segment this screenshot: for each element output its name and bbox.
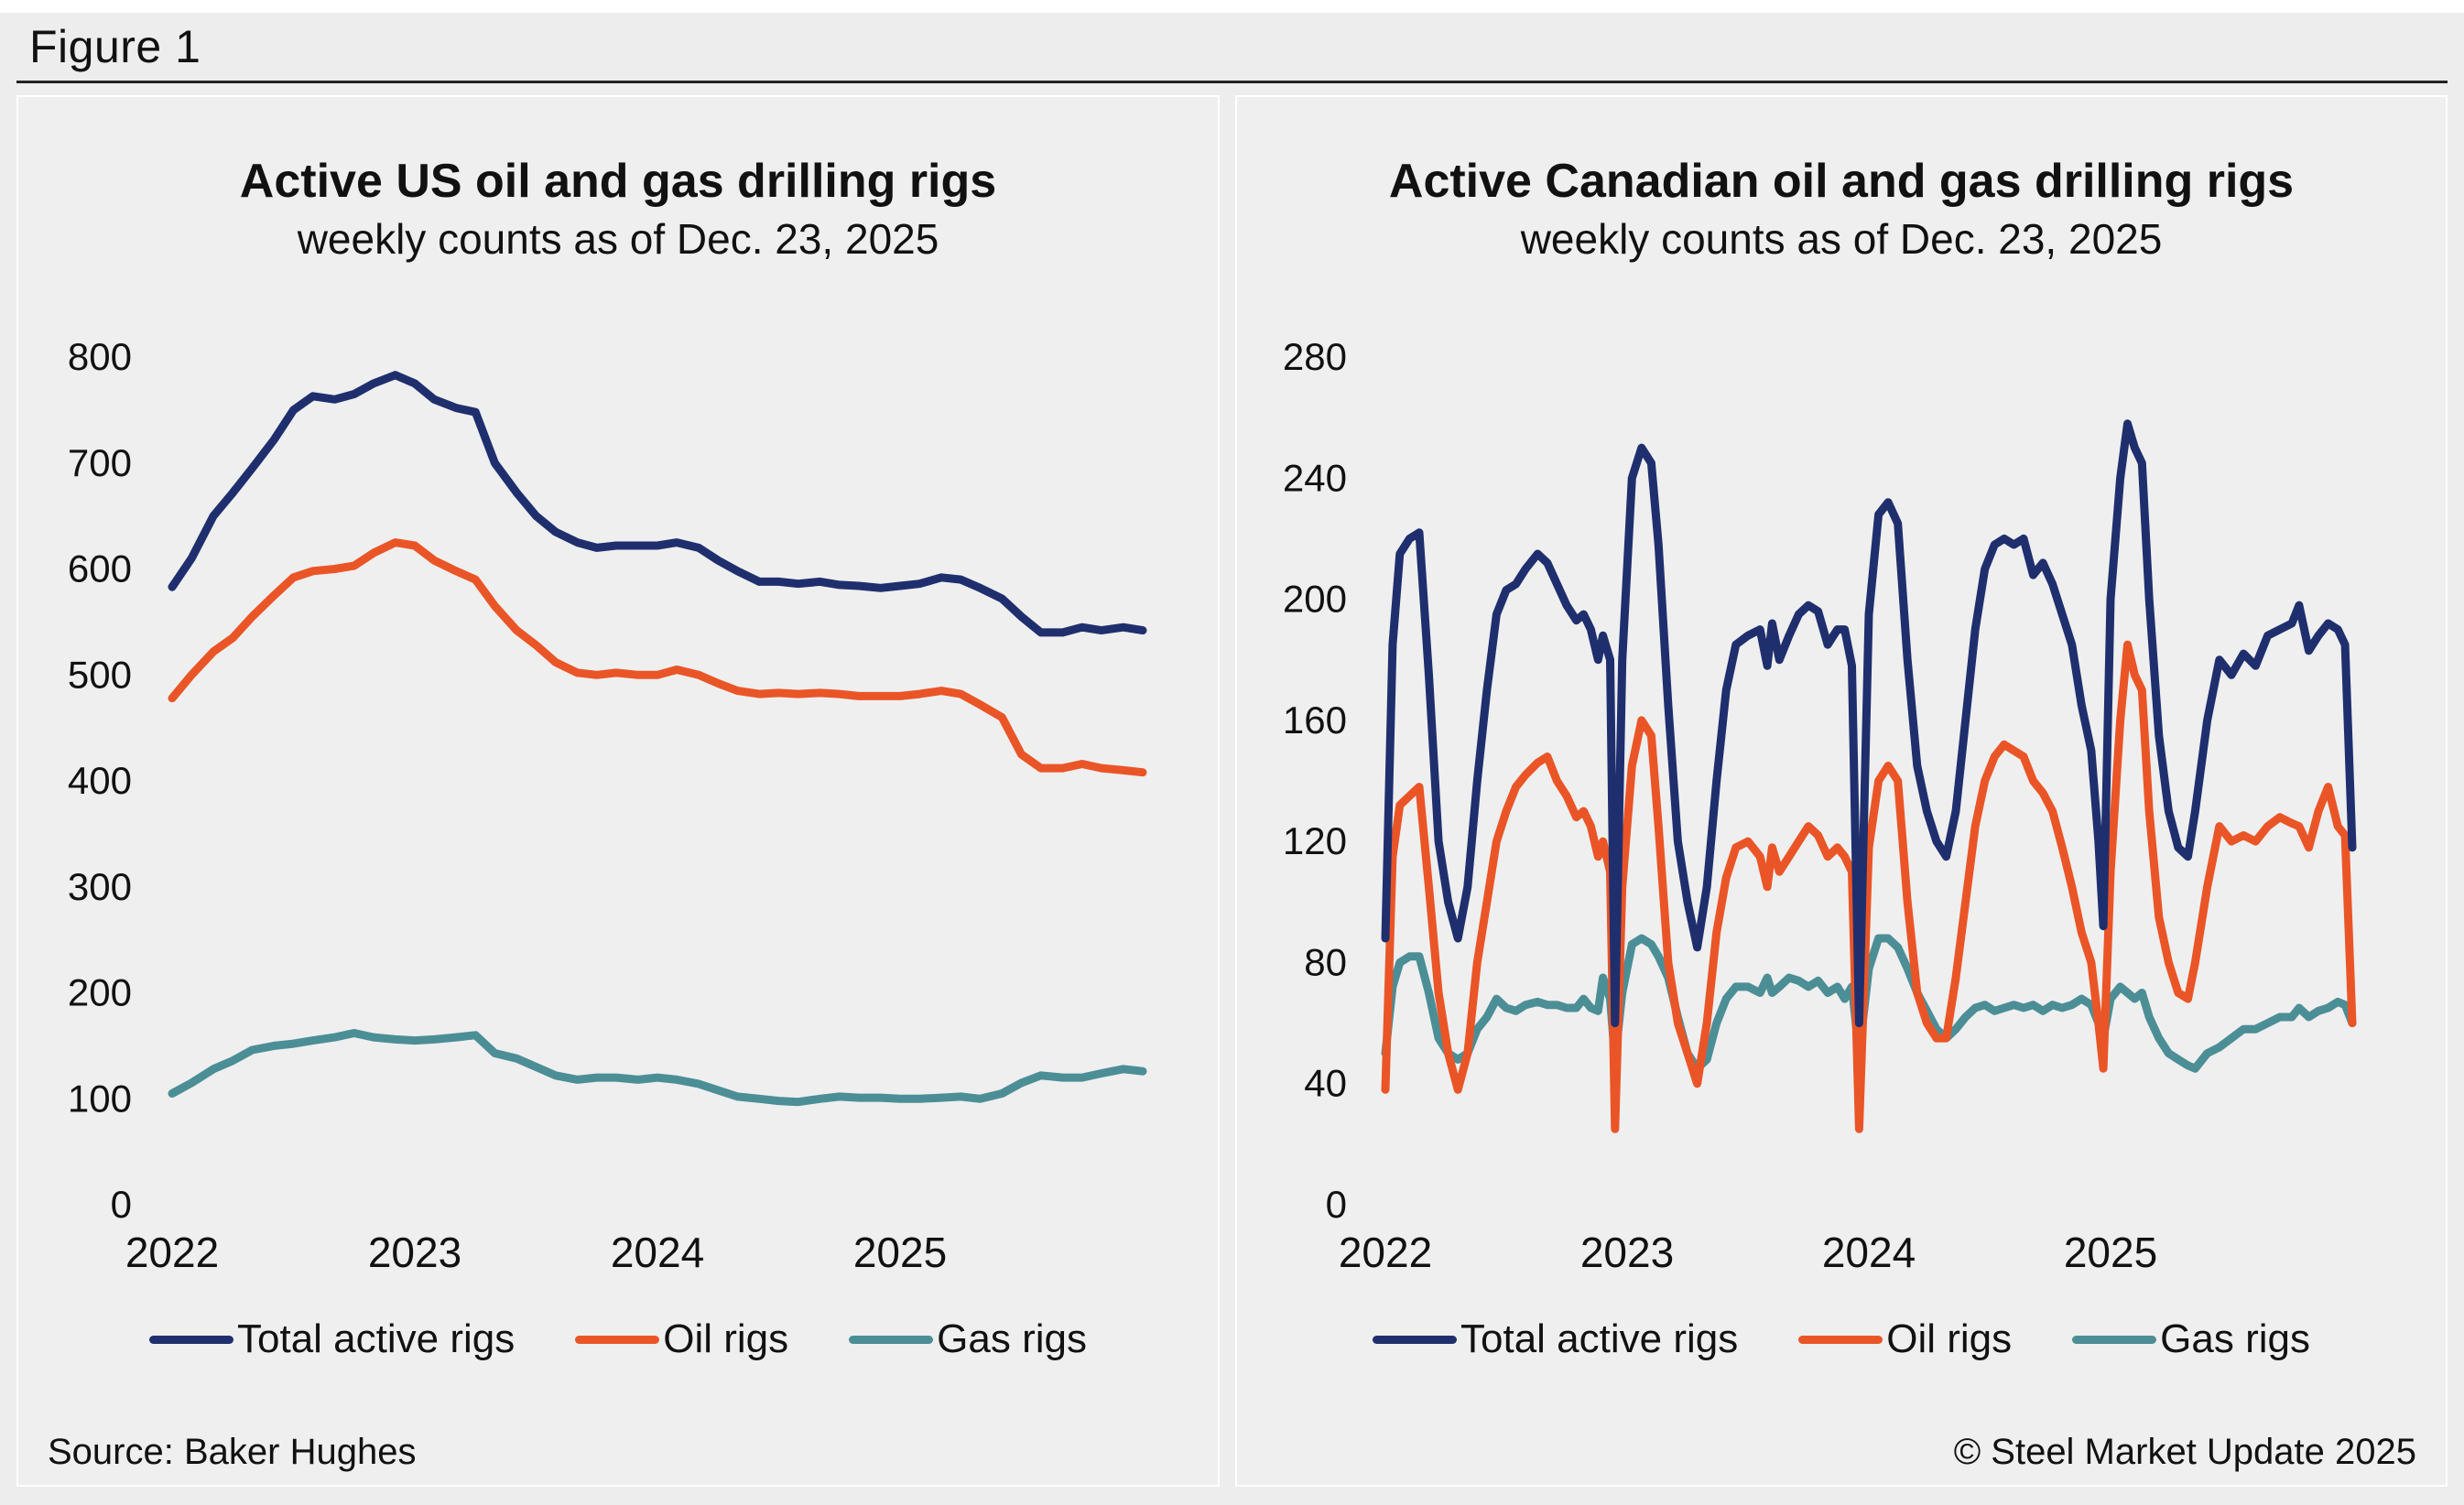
y-tick-label: 300 <box>68 865 132 908</box>
canada-rigs-panel: 0 40 80 120 160 200 240 280 2022 2023 2024 2025 Act… <box>1235 95 2448 1487</box>
x-tick-label: 2025 <box>853 1229 947 1276</box>
y-tick-label: 400 <box>68 759 132 802</box>
legend-label: Total active rigs <box>1460 1316 1739 1361</box>
y-tick-label: 80 <box>1304 940 1347 983</box>
legend-swatch <box>2072 1335 2157 1344</box>
y-tick-label: 240 <box>1283 456 1347 499</box>
chart-title: Active US oil and gas drilling rigs <box>239 155 997 208</box>
y-tick-label: 120 <box>1283 819 1347 862</box>
y-tick-label: 200 <box>68 971 132 1014</box>
legend-item: Oil rigs <box>575 1316 788 1362</box>
y-tick-label: 100 <box>68 1077 132 1120</box>
x-tick-label: 2023 <box>368 1229 461 1276</box>
series-line-gas-rigs <box>168 1029 1147 1107</box>
y-tick-label: 200 <box>1283 578 1347 621</box>
legend-item: Total active rigs <box>149 1316 515 1362</box>
legend-item: Total active rigs <box>1373 1316 1738 1362</box>
legend-swatch <box>1373 1335 1458 1344</box>
legend-label: Oil rigs <box>663 1316 789 1361</box>
y-tick-label: 700 <box>68 441 132 484</box>
y-tick-label: 600 <box>68 547 132 590</box>
legend-item: Gas rigs <box>849 1316 1087 1362</box>
y-tick-label: 0 <box>111 1183 132 1226</box>
legend-label: Oil rigs <box>1886 1316 2013 1361</box>
title-rule <box>16 81 2448 83</box>
figure-label: Figure 1 <box>29 21 201 72</box>
legend-item: Oil rigs <box>1798 1316 2012 1362</box>
y-tick-label: 0 <box>1326 1183 1347 1226</box>
copyright-note: © Steel Market Update 2025 <box>1953 1432 2416 1472</box>
x-tick-label: 2022 <box>125 1229 219 1276</box>
legend-item: Gas rigs <box>2072 1316 2310 1362</box>
us-rigs-panel: 0 100 200 300 400 500 600 700 800 2022 2023 2024 202… <box>16 95 1220 1487</box>
series-line-total-active-rigs <box>168 371 1147 637</box>
source-note: Source: Baker Hughes <box>48 1432 417 1472</box>
legend-label: Gas rigs <box>2160 1316 2310 1361</box>
chart-subtitle: weekly counts as of Dec. 23, 2025 <box>297 215 939 263</box>
legend-swatch <box>149 1335 234 1344</box>
x-tick-label: 2025 <box>2064 1229 2157 1276</box>
chart-subtitle: weekly counts as of Dec. 23, 2025 <box>1520 215 2163 263</box>
legend-swatch <box>575 1335 660 1344</box>
y-tick-label: 800 <box>68 335 132 378</box>
y-tick-label: 40 <box>1304 1062 1347 1105</box>
chart-title: Active Canadian oil and gas drilling rig… <box>1388 155 2295 208</box>
legend: Total active rigs Oil rigs Gas rigs <box>18 1316 1218 1362</box>
x-tick-label: 2024 <box>611 1229 704 1276</box>
legend: Total active rigs Oil rigs Gas rigs <box>1237 1316 2446 1362</box>
us-rigs-chart: 0 100 200 300 400 500 600 700 800 2022 2023 2024 202… <box>68 335 1147 1276</box>
x-tick-label: 2022 <box>1339 1229 1432 1276</box>
legend-label: Total active rigs <box>237 1316 516 1361</box>
x-tick-label: 2024 <box>1822 1229 1916 1276</box>
y-tick-label: 160 <box>1283 698 1347 742</box>
series-line-total-active-rigs <box>1381 419 2357 1028</box>
canada-rigs-chart: 0 40 80 120 160 200 240 280 2022 2023 2024 2025 <box>1283 335 2357 1276</box>
legend-label: Gas rigs <box>937 1316 1087 1361</box>
y-tick-label: 500 <box>68 653 132 696</box>
legend-swatch <box>849 1335 934 1344</box>
x-tick-label: 2023 <box>1580 1229 1674 1276</box>
series-line-oil-rigs <box>168 538 1147 777</box>
y-tick-label: 280 <box>1283 335 1347 378</box>
legend-swatch <box>1798 1335 1883 1344</box>
